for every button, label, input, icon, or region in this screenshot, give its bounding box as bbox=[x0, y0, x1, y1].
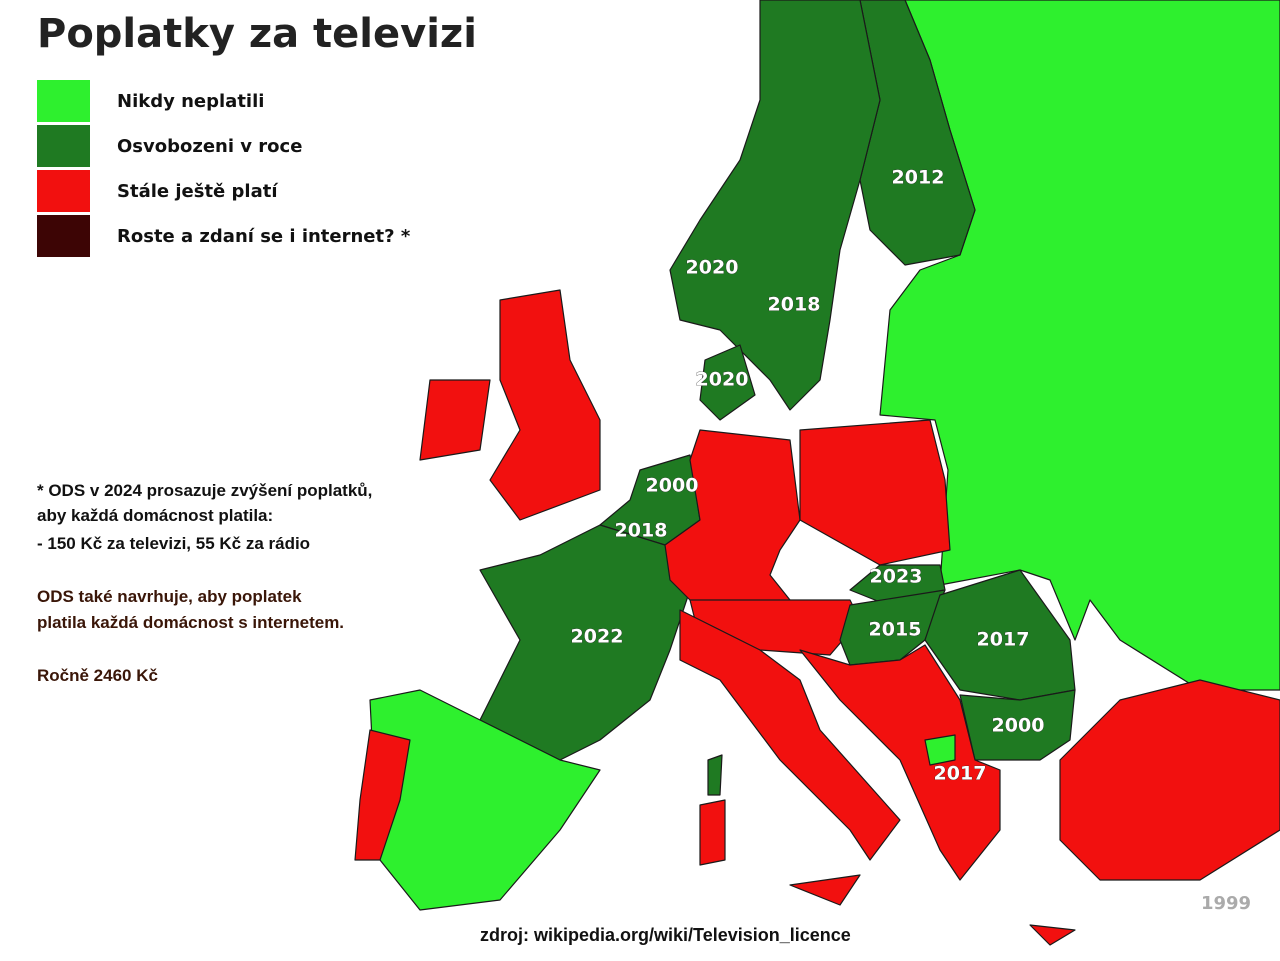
denmark bbox=[699, 344, 756, 421]
region-label: 2018 bbox=[768, 294, 821, 316]
france bbox=[479, 524, 691, 761]
note-line: ODS také navrhuje, aby poplatek bbox=[37, 587, 302, 606]
slovakia bbox=[849, 564, 946, 603]
poland bbox=[799, 419, 951, 566]
region-label: 2000 bbox=[992, 715, 1045, 737]
legend-label: Osvobozeni v roce bbox=[117, 136, 302, 157]
ireland bbox=[419, 379, 491, 461]
region-label: 2023 bbox=[870, 566, 923, 588]
turkey bbox=[1059, 679, 1280, 881]
legend-label: Stále ještě platí bbox=[117, 181, 278, 202]
note-line: platila každá domácnost s internetem. bbox=[37, 613, 344, 632]
legend-swatch bbox=[37, 170, 90, 212]
legend-swatch bbox=[37, 125, 90, 167]
region-label: 2020 bbox=[686, 257, 739, 279]
region-label: 2015 bbox=[869, 619, 922, 641]
north-macedonia bbox=[924, 734, 956, 766]
legend: Nikdy neplatili Osvobozeni v roce Stále je… bbox=[37, 80, 411, 257]
note-line: * ODS v 2024 prosazuje zvýšení poplatků, bbox=[37, 481, 372, 500]
region-label: 2000 bbox=[646, 475, 699, 497]
region-label: 2018 bbox=[615, 520, 668, 542]
region-labels: 2012 2020 2018 2020 2000 2018 2022 2023 2015 2017… bbox=[570, 166, 1251, 914]
region-label: 2012 bbox=[892, 167, 945, 189]
region-label: 2017 bbox=[977, 629, 1030, 651]
note-line: aby každá domácnost platila: bbox=[37, 506, 273, 525]
sicily bbox=[789, 874, 861, 906]
balkans bbox=[799, 644, 1001, 881]
countries bbox=[354, 0, 1280, 946]
portugal bbox=[354, 729, 411, 861]
legend-swatch bbox=[37, 80, 90, 122]
legend-label: Nikdy neplatili bbox=[117, 91, 264, 112]
italy bbox=[679, 609, 901, 861]
legend-swatch bbox=[37, 215, 90, 257]
scandinavia bbox=[669, 0, 881, 411]
note-line: - 150 Kč za televizi, 55 Kč za rádio bbox=[37, 534, 310, 553]
uk bbox=[489, 289, 601, 521]
region-label: 2022 bbox=[571, 626, 624, 648]
sardinia bbox=[699, 799, 726, 866]
region-label: 2020 bbox=[696, 369, 749, 391]
source: zdroj: wikipedia.org/wiki/Television_lic… bbox=[480, 925, 851, 945]
notes: * ODS v 2024 prosazuje zvýšení poplatků,… bbox=[37, 481, 372, 685]
region-label: 2017 bbox=[934, 763, 987, 785]
legend-label: Roste a zdaní se i internet? * bbox=[117, 226, 411, 247]
title: Poplatky za televizi bbox=[37, 11, 477, 57]
region-label: 1999 bbox=[1201, 893, 1251, 914]
note-line: Ročně 2460 Kč bbox=[37, 666, 158, 685]
cyprus bbox=[1029, 924, 1076, 946]
corsica bbox=[707, 754, 723, 796]
